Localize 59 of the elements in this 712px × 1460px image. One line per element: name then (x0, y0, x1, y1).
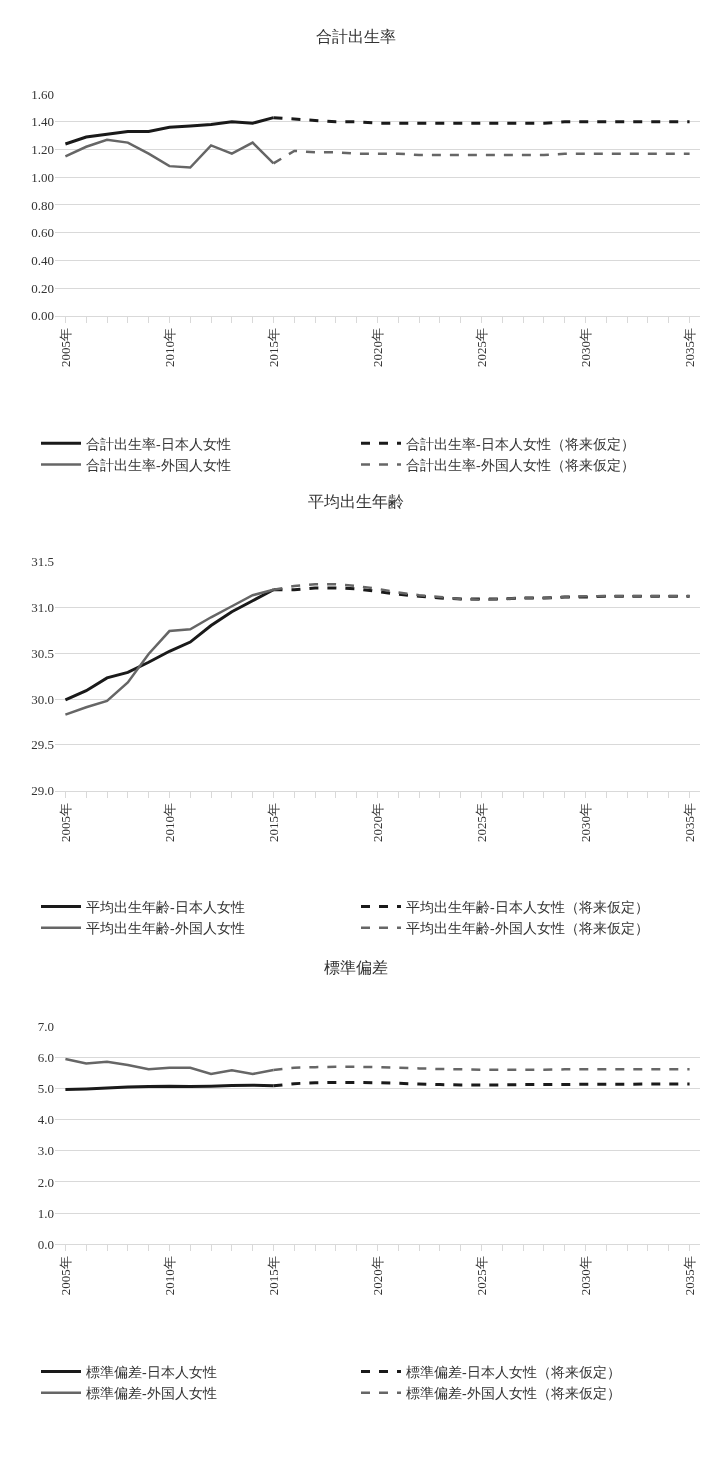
y-tick-label: 1.00 (31, 169, 54, 185)
legend-label: 標準偏差-日本人女性（将来仮定） (406, 1365, 621, 1381)
legend-label: 合計出生率-日本人女性 (86, 436, 231, 452)
y-tick-label: 1.20 (31, 142, 54, 158)
legend-label: 平均出生年齢-日本人女性（将来仮定） (406, 899, 649, 915)
legend-label: 合計出生率-外国人女性 (86, 457, 231, 473)
x-tick-label: 2025年 (473, 327, 489, 367)
x-tick-label: 2030年 (577, 803, 593, 843)
x-tick-label: 2020年 (369, 327, 385, 367)
x-tick-label: 2035年 (681, 327, 697, 367)
chart-title: 標準偏差 (324, 959, 388, 976)
y-tick-label: 5.0 (37, 1081, 54, 1097)
y-tick-label: 3.0 (37, 1143, 54, 1159)
y-tick-label: 1.60 (31, 86, 54, 102)
x-tick-label: 2035年 (681, 1256, 697, 1296)
x-tick-label: 2005年 (57, 1256, 73, 1296)
legend-label: 標準偏差-外国人女性 (86, 1386, 217, 1402)
x-tick-label: 2030年 (577, 1256, 593, 1296)
y-tick-label: 30.5 (31, 645, 54, 661)
y-tick-label: 0.40 (31, 252, 54, 268)
legend-label: 平均出生年齢-日本人女性 (86, 899, 245, 915)
x-tick-label: 2005年 (57, 803, 73, 843)
legend-label: 標準偏差-外国人女性（将来仮定） (406, 1386, 621, 1402)
y-tick-label: 0.0 (37, 1236, 54, 1252)
y-tick-label: 31.5 (31, 553, 54, 569)
y-tick-label: 0.00 (31, 308, 54, 324)
x-tick-label: 2015年 (265, 1256, 281, 1296)
x-tick-label: 2010年 (161, 327, 177, 367)
y-tick-label: 0.20 (31, 280, 54, 296)
legend-label: 平均出生年齢-外国人女性 (86, 921, 245, 937)
y-tick-label: 1.40 (31, 114, 54, 130)
x-tick-label: 2015年 (265, 803, 281, 843)
y-tick-label: 0.80 (31, 197, 54, 213)
x-tick-label: 2030年 (577, 327, 593, 367)
x-tick-label: 2010年 (161, 1256, 177, 1296)
legend-label: 合計出生率-外国人女性（将来仮定） (406, 457, 635, 473)
chart-title: 合計出生率 (316, 28, 396, 45)
y-tick-label: 29.5 (31, 737, 54, 753)
x-tick-label: 2025年 (473, 1256, 489, 1296)
y-tick-label: 31.0 (31, 599, 54, 615)
x-tick-label: 2005年 (57, 327, 73, 367)
chart-title: 平均出生年齢 (308, 493, 404, 510)
legend-label: 合計出生率-日本人女性（将来仮定） (406, 436, 635, 452)
x-tick-label: 2020年 (369, 803, 385, 843)
y-tick-label: 30.0 (31, 691, 54, 707)
x-tick-label: 2020年 (369, 1256, 385, 1296)
y-tick-label: 0.60 (31, 225, 54, 241)
x-tick-label: 2035年 (681, 803, 697, 843)
legend-label: 平均出生年齢-外国人女性（将来仮定） (406, 921, 649, 937)
legend-label: 標準偏差-日本人女性 (86, 1365, 217, 1381)
y-tick-label: 1.0 (37, 1205, 54, 1221)
y-tick-label: 29.0 (31, 783, 54, 799)
y-tick-label: 2.0 (37, 1174, 54, 1190)
x-tick-label: 2015年 (265, 327, 281, 367)
y-tick-label: 6.0 (37, 1050, 54, 1066)
x-tick-label: 2010年 (161, 803, 177, 843)
x-tick-label: 2025年 (473, 803, 489, 843)
y-tick-label: 4.0 (37, 1112, 54, 1128)
y-tick-label: 7.0 (37, 1018, 54, 1034)
